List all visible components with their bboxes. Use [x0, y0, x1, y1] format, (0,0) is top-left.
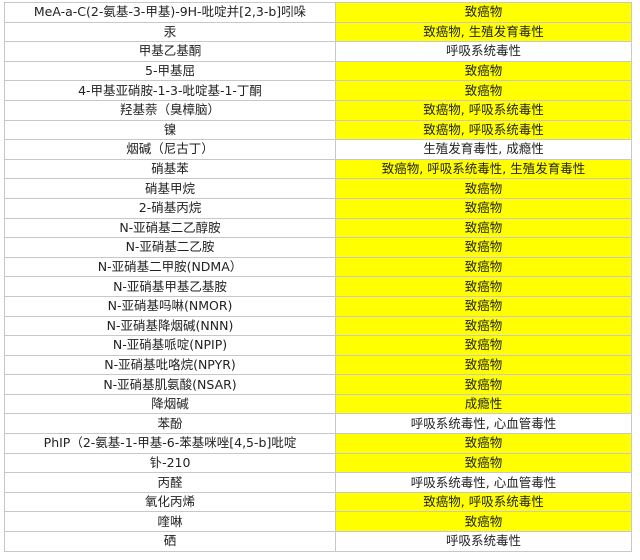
- effect-cell: 致癌物: [335, 237, 632, 258]
- table-row: 汞致癌物, 生殖发育毒性: [4, 21, 632, 43]
- effect-cell: 呼吸系统毒性, 心血管毒性: [335, 472, 632, 493]
- table-row: 降烟碱 成瘾性: [4, 393, 632, 415]
- substance-cell: N-亚硝基吗啉(NMOR): [4, 295, 336, 317]
- table-row: N-亚硝基二乙醇胺 致癌物: [4, 217, 632, 239]
- substance-cell: 硝基苯: [4, 158, 336, 180]
- effect-cell: 致癌物: [335, 80, 632, 101]
- effect-cell: 呼吸系统毒性: [335, 531, 632, 552]
- substance-cell: 氧化丙烯: [4, 491, 336, 513]
- effect-cell: 呼吸系统毒性: [335, 41, 632, 62]
- table-row: 羟基萘（臭樟脑） 致癌物, 呼吸系统毒性: [4, 99, 632, 121]
- substance-cell: PhIP（2-氨基-1-甲基-6-苯基咪唑[4,5-b]吡啶: [4, 433, 336, 454]
- substance-cell: N-亚硝基降烟碱(NNN): [4, 315, 336, 337]
- effect-cell: 致癌物: [335, 60, 632, 82]
- substance-cell: N-亚硝基二甲胺(NDMA）: [4, 256, 336, 278]
- substance-cell: 硒: [4, 531, 336, 552]
- table-row: N-亚硝基二甲胺(NDMA） 致癌物: [4, 256, 632, 278]
- table-row: N-亚硝基哌啶(NPIP) 致癌物: [4, 335, 632, 356]
- table-row: 镍致癌物, 呼吸系统毒性: [4, 119, 632, 141]
- effect-cell: 致癌物: [335, 511, 632, 533]
- substance-cell: 钋-210: [4, 452, 336, 474]
- substance-cell: 烟碱（尼古丁）: [4, 139, 336, 160]
- effect-cell: 致癌物, 呼吸系统毒性: [335, 119, 632, 141]
- table-row: 硒呼吸系统毒性: [4, 531, 632, 552]
- table-row: 喹啉 致癌物: [4, 511, 632, 533]
- effect-cell: 呼吸系统毒性, 心血管毒性: [335, 413, 632, 435]
- effect-cell: 致癌物: [335, 374, 632, 395]
- table-row: 硝基苯 致癌物, 呼吸系统毒性, 生殖发育毒性: [4, 158, 632, 180]
- table-row: N-亚硝基吗啉(NMOR) 致癌物: [4, 295, 632, 317]
- table-row: N-亚硝基甲基乙基胺 致癌物: [4, 276, 632, 297]
- substance-cell: 甲基乙基酮: [4, 41, 336, 62]
- effect-cell: 致癌物: [335, 354, 632, 376]
- table-row: 钋-210 致癌物: [4, 452, 632, 474]
- substance-cell: 4-甲基亚硝胺-1-3-吡啶基-1-丁酮: [4, 80, 336, 101]
- table-row: 丙醛 呼吸系统毒性, 心血管毒性: [4, 472, 632, 493]
- substance-cell: 降烟碱: [4, 393, 336, 415]
- effect-cell: 致癌物: [335, 256, 632, 278]
- table-row: N-亚硝基降烟碱(NNN) 致癌物: [4, 315, 632, 337]
- substance-cell: N-亚硝基哌啶(NPIP): [4, 335, 336, 356]
- effect-cell: 成瘾性: [335, 393, 632, 415]
- table-row: 5-甲基屈 致癌物: [4, 60, 632, 82]
- substance-cell: MeA-a-C(2-氨基-3-甲基)-9H-吡啶并[2,3-b]吲哚: [4, 2, 336, 23]
- table-row: 4-甲基亚硝胺-1-3-吡啶基-1-丁酮 致癌物: [4, 80, 632, 101]
- table-row: N-亚硝基二乙胺 致癌物: [4, 237, 632, 258]
- substance-cell: 5-甲基屈: [4, 60, 336, 82]
- effect-cell: 致癌物: [335, 276, 632, 297]
- effect-cell: 致癌物, 呼吸系统毒性: [335, 491, 632, 513]
- substance-cell: N-亚硝基肌氨酸(NSAR): [4, 374, 336, 395]
- effect-cell: 致癌物: [335, 335, 632, 356]
- effect-cell: 生殖发育毒性, 成瘾性: [335, 139, 632, 160]
- effect-cell: 致癌物: [335, 2, 632, 23]
- effect-cell: 致癌物: [335, 295, 632, 317]
- effect-cell: 致癌物: [335, 433, 632, 454]
- effect-cell: 致癌物, 生殖发育毒性: [335, 21, 632, 43]
- effect-cell: 致癌物, 呼吸系统毒性: [335, 99, 632, 121]
- hazard-table: MeA-a-C(2-氨基-3-甲基)-9H-吡啶并[2,3-b]吲哚 致癌物汞致癌…: [4, 2, 632, 552]
- table-row: PhIP（2-氨基-1-甲基-6-苯基咪唑[4,5-b]吡啶 致癌物: [4, 433, 632, 454]
- table-row: N-亚硝基吡咯烷(NPYR) 致癌物: [4, 354, 632, 376]
- effect-cell: 致癌物: [335, 315, 632, 337]
- substance-cell: 喹啉: [4, 511, 336, 533]
- table-row: 烟碱（尼古丁） 生殖发育毒性, 成瘾性: [4, 139, 632, 160]
- effect-cell: 致癌物: [335, 197, 632, 219]
- table-row: 氧化丙烯 致癌物, 呼吸系统毒性: [4, 491, 632, 513]
- effect-cell: 致癌物: [335, 217, 632, 239]
- table-row: 硝基甲烷 致癌物: [4, 178, 632, 199]
- substance-cell: N-亚硝基吡咯烷(NPYR): [4, 354, 336, 376]
- table-row: N-亚硝基肌氨酸(NSAR) 致癌物: [4, 374, 632, 395]
- substance-cell: 苯酚: [4, 413, 336, 435]
- table-row: 2-硝基丙烷 致癌物: [4, 197, 632, 219]
- substance-cell: 镍: [4, 119, 336, 141]
- substance-cell: 汞: [4, 21, 336, 43]
- effect-cell: 致癌物, 呼吸系统毒性, 生殖发育毒性: [335, 158, 632, 180]
- effect-cell: 致癌物: [335, 452, 632, 474]
- substance-cell: 丙醛: [4, 472, 336, 493]
- substance-cell: N-亚硝基甲基乙基胺: [4, 276, 336, 297]
- substance-cell: 硝基甲烷: [4, 178, 336, 199]
- substance-cell: 羟基萘（臭樟脑）: [4, 99, 336, 121]
- table-row: 苯酚 呼吸系统毒性, 心血管毒性: [4, 413, 632, 435]
- substance-cell: N-亚硝基二乙胺: [4, 237, 336, 258]
- substance-cell: 2-硝基丙烷: [4, 197, 336, 219]
- table-row: 甲基乙基酮 呼吸系统毒性: [4, 41, 632, 62]
- substance-cell: N-亚硝基二乙醇胺: [4, 217, 336, 239]
- table-body: MeA-a-C(2-氨基-3-甲基)-9H-吡啶并[2,3-b]吲哚 致癌物汞致癌…: [4, 2, 632, 552]
- table-row: MeA-a-C(2-氨基-3-甲基)-9H-吡啶并[2,3-b]吲哚 致癌物: [4, 2, 632, 23]
- effect-cell: 致癌物: [335, 178, 632, 199]
